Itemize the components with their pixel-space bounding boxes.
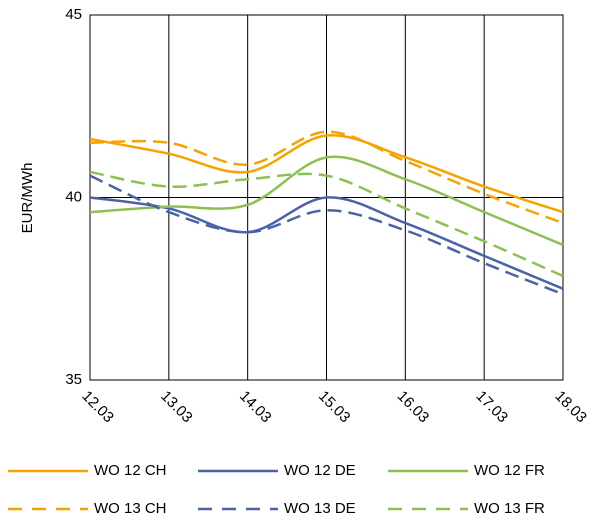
x-tick-label: 14.03 [236, 388, 275, 427]
x-tick-label: 12.03 [78, 388, 117, 427]
x-tick-label: 18.03 [551, 388, 590, 427]
legend-label: WO 12 FR [474, 462, 545, 479]
line [89, 196, 564, 290]
x-tick-label: 13.03 [157, 388, 196, 427]
y-axis-label: EUR/MWh [19, 163, 36, 234]
y-tick-label: 40 [65, 188, 82, 205]
x-tick-label: 17.03 [473, 388, 512, 427]
line [89, 170, 564, 278]
line [89, 174, 564, 296]
x-tick-label: 16.03 [394, 388, 433, 427]
x-tick-label: 15.03 [315, 388, 354, 427]
legend-label: WO 13 DE [284, 500, 356, 517]
legend-label: WO 13 FR [474, 500, 545, 517]
line [89, 155, 564, 247]
legend-label: WO 12 DE [284, 462, 356, 479]
y-tick-label: 35 [65, 371, 82, 388]
y-tick-label: 45 [65, 6, 82, 23]
legend-label: WO 13 CH [94, 500, 167, 517]
line [89, 133, 564, 214]
legend-label: WO 12 CH [94, 462, 167, 479]
